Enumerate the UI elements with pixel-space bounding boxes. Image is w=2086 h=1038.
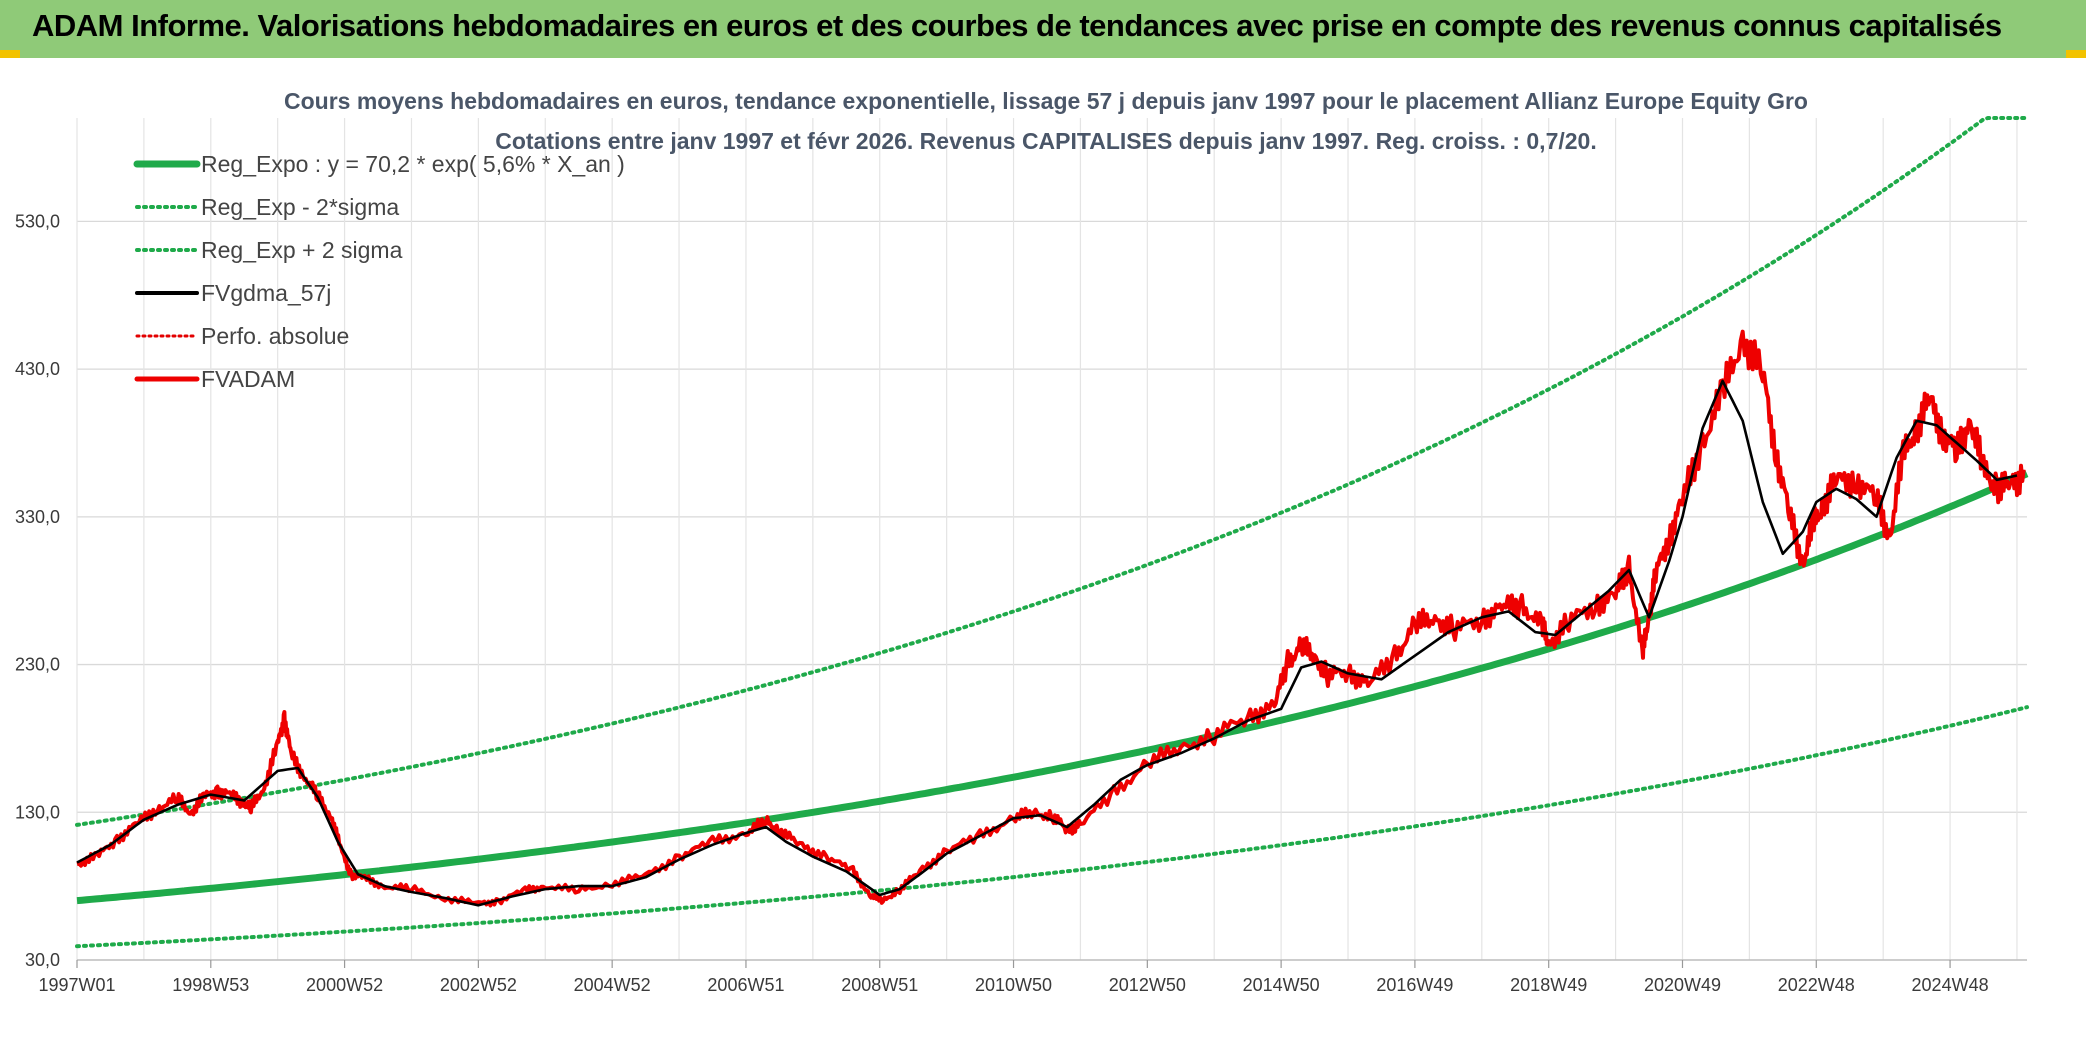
series-reg-exp-plus-2-sigma xyxy=(75,116,2029,827)
series-fvadam xyxy=(76,329,2026,908)
corner-marker-right xyxy=(2066,50,2086,58)
chart-title-line-2: Cotations entre janv 1997 et févr 2026. … xyxy=(495,128,1596,154)
y-tick-label: 430,0 xyxy=(15,359,60,379)
x-tick-label: 2014W50 xyxy=(1243,975,1320,995)
x-tick-label: 2022W48 xyxy=(1778,975,1855,995)
x-tick-label: 2018W49 xyxy=(1510,975,1587,995)
x-tick-label: 1998W53 xyxy=(172,975,249,995)
report-banner: ADAM Informe. Valorisations hebdomadaire… xyxy=(0,0,2086,58)
legend-label-reg_expo: Reg_Expo : y = 70,2 * exp( 5,6% * X_an ) xyxy=(201,151,625,177)
legend-label-reg_plus: Reg_Exp + 2 sigma xyxy=(201,237,403,263)
grid xyxy=(76,118,2027,961)
legend-label-fvadam: FVADAM xyxy=(201,366,295,392)
series-fvgdma-57j xyxy=(76,379,2018,907)
series-reg-exp-minus-2-sigma xyxy=(75,705,2029,949)
y-tick-label: 330,0 xyxy=(15,507,60,527)
x-tick-label: 2002W52 xyxy=(440,975,517,995)
legend-label-fvgdma: FVgdma_57j xyxy=(201,280,331,306)
x-tick-label: 2012W50 xyxy=(1109,975,1186,995)
x-tick-label: 2020W49 xyxy=(1644,975,1721,995)
legend: Reg_Expo : y = 70,2 * exp( 5,6% * X_an )… xyxy=(133,151,625,392)
chart-title-line-1: Cours moyens hebdomadaires en euros, ten… xyxy=(284,88,1808,114)
y-tick-label: 530,0 xyxy=(15,211,60,231)
axis-ticks: 30,0 130,0 230,0 330,0 430,0 530,0 1997W01 1998… xyxy=(15,211,1989,995)
x-tick-label: 2000W52 xyxy=(306,975,383,995)
line-chart: 30,0 130,0 230,0 330,0 430,0 530,0 1997W01 1998… xyxy=(15,88,2029,995)
x-tick-label: 1997W01 xyxy=(38,975,115,995)
x-tick-label: 2004W52 xyxy=(574,975,651,995)
x-tick-label: 2006W51 xyxy=(707,975,784,995)
report-title: ADAM Informe. Valorisations hebdomadaire… xyxy=(32,8,2002,43)
y-tick-label: 230,0 xyxy=(15,655,60,675)
legend-label-reg_minus: Reg_Exp - 2*sigma xyxy=(201,194,399,220)
x-tick-label: 2010W50 xyxy=(975,975,1052,995)
series xyxy=(75,116,2029,949)
x-tick-label: 2024W48 xyxy=(1912,975,1989,995)
y-tick-label: 30,0 xyxy=(25,950,60,970)
series-reg-expo xyxy=(76,470,2029,905)
corner-marker-left xyxy=(0,50,20,58)
legend-label-perfo: Perfo. absolue xyxy=(201,323,349,349)
chart-title: Cours moyens hebdomadaires en euros, ten… xyxy=(284,88,1808,154)
chart-area: 30,0 130,0 230,0 330,0 430,0 530,0 1997W01 1998… xyxy=(0,58,2086,1038)
x-tick-label: 2016W49 xyxy=(1376,975,1453,995)
x-tick-label: 2008W51 xyxy=(841,975,918,995)
y-tick-label: 130,0 xyxy=(15,802,60,822)
